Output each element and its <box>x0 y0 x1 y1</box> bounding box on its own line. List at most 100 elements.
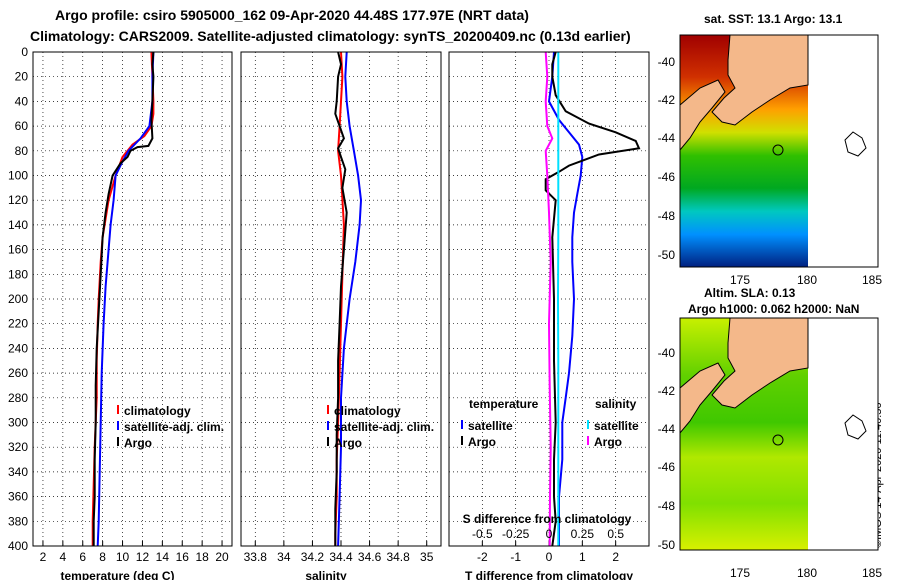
series-temperature-satellite <box>547 51 584 546</box>
sla-lat-tick-label: -50 <box>658 538 676 552</box>
series-argo <box>334 51 348 546</box>
legend-label: Argo <box>124 436 152 450</box>
sla-no-data <box>808 318 878 550</box>
x-axis-label: temperature (deg C) <box>60 569 174 580</box>
x-tick-label: 34.8 <box>386 550 410 564</box>
y-tick-label: 400 <box>8 539 28 553</box>
x-tick-label: -1 <box>510 550 521 564</box>
sst-lon-tick-label: 185 <box>862 273 882 287</box>
panel-frame <box>32 51 233 547</box>
y-tick-label: 60 <box>15 119 29 133</box>
legend-label: Argo <box>468 435 496 449</box>
y-tick-label: 180 <box>8 267 28 281</box>
sst-no-data <box>808 35 878 267</box>
x2-tick-label: -0.5 <box>472 527 493 541</box>
y-tick-label: 80 <box>15 144 29 158</box>
sst-lat-tick-label: -40 <box>658 55 676 69</box>
sst-argo-marker <box>772 144 784 156</box>
sla-lat-tick-label: -42 <box>658 384 676 398</box>
sla-map-title-1: Altim. SLA: 0.13 <box>704 286 796 300</box>
x-tick-label: 0 <box>546 550 553 564</box>
x-tick-label: 18 <box>195 550 209 564</box>
series-argo <box>92 51 155 546</box>
x-axis-label: T difference from climatology <box>465 569 633 580</box>
sla-lat-tick-label: -48 <box>658 499 676 513</box>
x-tick-label: 4 <box>60 550 67 564</box>
legend-label: satellite-adj. clim. <box>334 420 434 434</box>
sst-land-north-island <box>711 34 809 126</box>
sst-lat-tick-label: -46 <box>658 170 676 184</box>
sla-map-frame <box>679 317 879 551</box>
x2-axis-label: S difference from climatology <box>463 512 632 526</box>
y-tick-label: 120 <box>8 193 28 207</box>
sla-lon-tick-label: 175 <box>730 566 750 580</box>
sst-map-frame <box>679 34 879 268</box>
y-tick-label: 140 <box>8 218 28 232</box>
x-tick-label: 6 <box>79 550 86 564</box>
sst-lat-tick-label: -50 <box>658 248 676 262</box>
sla-map-title-2: Argo h1000: 0.062 h2000: NaN <box>688 302 860 316</box>
panel-frame <box>240 51 442 547</box>
x-tick-label: 35 <box>420 550 434 564</box>
y-tick-label: 40 <box>15 94 29 108</box>
y-tick-label: 220 <box>8 317 28 331</box>
sla-lat-tick-label: -44 <box>658 422 676 436</box>
title-line-1: Argo profile: csiro 5905000_162 09-Apr-2… <box>55 7 529 23</box>
panel-difference: -2 -1 0 1 2 T difference from climatology temp… <box>448 51 650 580</box>
y-tick-label: 260 <box>8 366 28 380</box>
x-tick-label: 34.2 <box>301 550 325 564</box>
x-tick-label: 34 <box>277 550 291 564</box>
x-tick-label: 33.8 <box>244 550 268 564</box>
x-tick-label: 8 <box>99 550 106 564</box>
y-tick-label: 360 <box>8 490 28 504</box>
series-salinity-argo <box>544 51 554 547</box>
legend-title-temperature: temperature <box>469 397 539 411</box>
y-tick-label: 200 <box>8 292 28 306</box>
sla-argo-marker <box>772 434 784 446</box>
sla-lat-tick-label: -46 <box>658 460 676 474</box>
x-tick-label: 12 <box>136 550 150 564</box>
sla-lon-tick-label: 185 <box>862 566 882 580</box>
sla-land-north-island <box>711 317 809 409</box>
x-tick-label: 34.6 <box>358 550 382 564</box>
sst-land-south-island <box>679 79 726 152</box>
x-tick-label: 20 <box>215 550 229 564</box>
y-tick-label: 280 <box>8 391 28 405</box>
x-tick-label: 2 <box>612 550 619 564</box>
legend-label: climatology <box>124 404 191 418</box>
y-tick-label: 100 <box>8 169 28 183</box>
panel-salinity: 33.8 34 34.2 34.4 34.6 34.8 35 salinity climatol… <box>240 51 442 580</box>
sst-map-title: sat. SST: 13.1 Argo: 13.1 <box>704 12 843 26</box>
y-tick-label: 300 <box>8 416 28 430</box>
x2-tick-label: 0 <box>546 527 553 541</box>
x-tick-label: 34.4 <box>329 550 353 564</box>
y-tick-label: 340 <box>8 465 28 479</box>
x-tick-label: 14 <box>156 550 170 564</box>
x2-tick-label: 0.25 <box>571 527 595 541</box>
sst-chatham-islands <box>844 131 867 157</box>
sla-land-south-island <box>679 362 726 435</box>
sla-map <box>679 317 879 551</box>
sst-lon-tick-label: 180 <box>797 273 817 287</box>
title-line-2: Climatology: CARS2009. Satellite-adjuste… <box>30 28 631 44</box>
legend-label: climatology <box>334 404 401 418</box>
sst-lat-tick-label: -42 <box>658 93 676 107</box>
series-satellite-adj-clim- <box>337 51 363 547</box>
sla-lat-tick-label: -40 <box>658 346 676 360</box>
x-tick-label: -2 <box>477 550 488 564</box>
sla-chatham-islands <box>844 414 867 440</box>
x-tick-label: 10 <box>116 550 130 564</box>
series-temperature-argo <box>544 51 641 547</box>
y-tick-label: 380 <box>8 514 28 528</box>
y-tick-label: 160 <box>8 243 28 257</box>
panel-frame <box>448 51 650 547</box>
panel-temperature: 2 4 6 8 10 12 14 16 18 20020406080100120140160180… <box>8 45 233 580</box>
legend-label: satellite <box>468 419 513 433</box>
sst-lat-tick-label: -44 <box>658 131 676 145</box>
sla-lon-tick-label: 180 <box>797 566 817 580</box>
x2-tick-label: 0.5 <box>607 527 624 541</box>
y-tick-label: 320 <box>8 440 28 454</box>
series-satellite-adj-clim- <box>96 51 155 547</box>
sst-lat-tick-label: -48 <box>658 209 676 223</box>
legend-label: Argo <box>334 436 362 450</box>
